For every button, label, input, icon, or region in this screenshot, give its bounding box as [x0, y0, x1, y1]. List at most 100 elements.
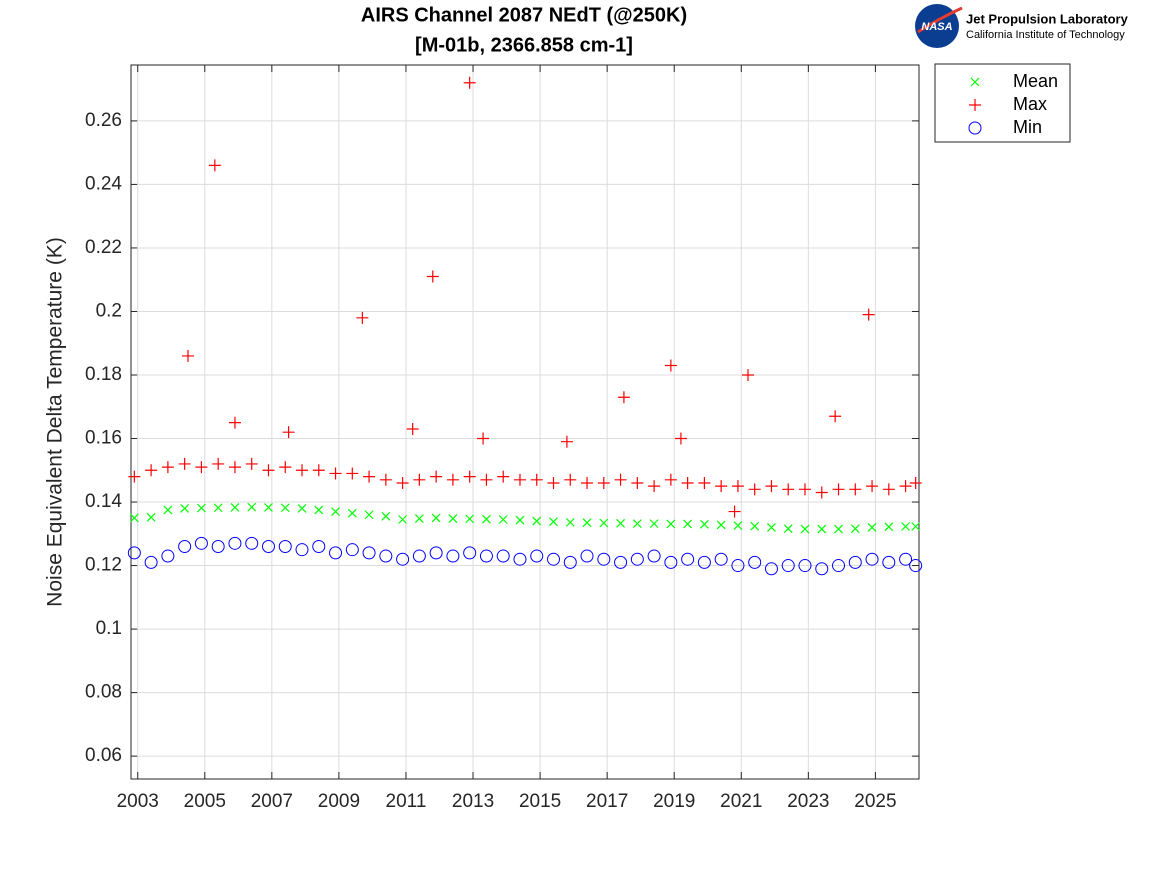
- marker-plus: [698, 476, 711, 489]
- marker-plus: [480, 473, 493, 486]
- y-tick-label: 0.18: [85, 364, 122, 385]
- plot-frame: [130, 64, 920, 780]
- x-tick-label: 2011: [386, 791, 427, 812]
- x-tick-label: 2003: [117, 791, 159, 812]
- legend-label: Min: [1013, 117, 1042, 137]
- x-tick-label: 2015: [519, 791, 561, 812]
- marker-circle: [295, 543, 309, 557]
- marker-x: [264, 503, 273, 512]
- x-tick-label: 2017: [586, 791, 628, 812]
- marker-circle: [362, 546, 376, 560]
- marker-circle: [697, 555, 711, 569]
- marker-x: [616, 518, 625, 528]
- marker-circle: [630, 552, 644, 566]
- marker-plus: [212, 457, 225, 470]
- marker-circle: [312, 540, 326, 554]
- marker-circle: [714, 552, 728, 566]
- marker-x: [297, 503, 307, 513]
- marker-plus: [815, 486, 828, 499]
- marker-circle: [446, 549, 460, 563]
- marker-plus: [208, 159, 221, 172]
- marker-plus: [782, 483, 795, 496]
- marker-circle: [161, 549, 175, 563]
- marker-x: [280, 503, 290, 513]
- legend-box: [934, 63, 1071, 143]
- marker-x: [431, 513, 441, 523]
- marker-x: [314, 505, 324, 515]
- marker-x: [565, 517, 575, 527]
- x-tick-label: 2009: [318, 791, 360, 812]
- marker-x: [364, 510, 374, 520]
- chart-title: [M-01b, 2366.858 cm-1]: [415, 34, 633, 56]
- logo-name: Jet Propulsion Laboratory: [966, 11, 1129, 26]
- marker-x: [482, 514, 491, 524]
- marker-circle: [664, 555, 678, 569]
- marker-x: [146, 512, 156, 522]
- marker-circle: [764, 562, 778, 576]
- marker-plus: [617, 391, 630, 404]
- marker-x: [549, 517, 558, 527]
- marker-x: [196, 503, 206, 513]
- marker-plus: [765, 480, 778, 493]
- marker-plus: [145, 464, 158, 477]
- marker-x: [230, 503, 240, 512]
- marker-circle: [278, 540, 292, 554]
- marker-circle: [647, 549, 661, 563]
- marker-plus: [631, 476, 644, 489]
- marker-plus: [262, 464, 275, 477]
- marker-circle: [379, 549, 393, 563]
- marker-x: [163, 505, 173, 515]
- marker-plus: [245, 457, 258, 470]
- x-tick-label: 2023: [787, 791, 829, 812]
- marker-x: [649, 519, 659, 529]
- marker-plus: [128, 470, 141, 483]
- marker-plus: [182, 349, 195, 362]
- marker-circle: [547, 552, 561, 566]
- marker-plus: [178, 457, 191, 470]
- marker-x: [767, 523, 776, 532]
- marker-x: [247, 502, 257, 512]
- marker-plus: [228, 416, 241, 429]
- marker-circle: [563, 555, 577, 569]
- marker-x: [582, 518, 592, 528]
- marker-plus: [463, 470, 476, 483]
- marker-x: [347, 508, 357, 518]
- x-tick-label: 2021: [720, 791, 762, 812]
- marker-circle: [580, 549, 594, 563]
- legend-label: Mean: [1013, 71, 1058, 91]
- marker-x: [683, 519, 693, 529]
- marker-plus: [909, 476, 922, 489]
- marker-plus: [363, 470, 376, 483]
- marker-plus: [513, 473, 526, 486]
- marker-circle: [412, 549, 426, 563]
- marker-circle: [261, 540, 275, 554]
- x-tick-label: 2005: [184, 791, 226, 812]
- marker-x: [867, 523, 877, 532]
- marker-circle: [781, 559, 795, 573]
- marker-plus: [597, 476, 610, 489]
- marker-plus: [228, 461, 241, 474]
- marker-plus: [741, 368, 754, 381]
- marker-plus: [296, 464, 309, 477]
- marker-plus: [356, 311, 369, 324]
- marker-circle: [530, 549, 544, 563]
- marker-x: [733, 521, 743, 530]
- marker-x: [180, 503, 190, 513]
- marker-x: [448, 514, 458, 523]
- marker-plus: [463, 76, 476, 89]
- marker-plus: [282, 426, 295, 439]
- marker-x: [970, 77, 980, 87]
- marker-x: [750, 521, 760, 531]
- marker-circle: [798, 559, 812, 573]
- marker-circle: [228, 536, 242, 550]
- marker-plus: [648, 480, 661, 493]
- marker-plus: [664, 473, 677, 486]
- marker-circle: [463, 546, 477, 560]
- marker-circle: [815, 562, 829, 576]
- y-tick-label: 0.14: [85, 491, 122, 512]
- marker-plus: [497, 470, 510, 483]
- marker-x: [850, 524, 860, 534]
- marker-plus: [862, 308, 875, 321]
- logo-swoosh: [917, 6, 963, 34]
